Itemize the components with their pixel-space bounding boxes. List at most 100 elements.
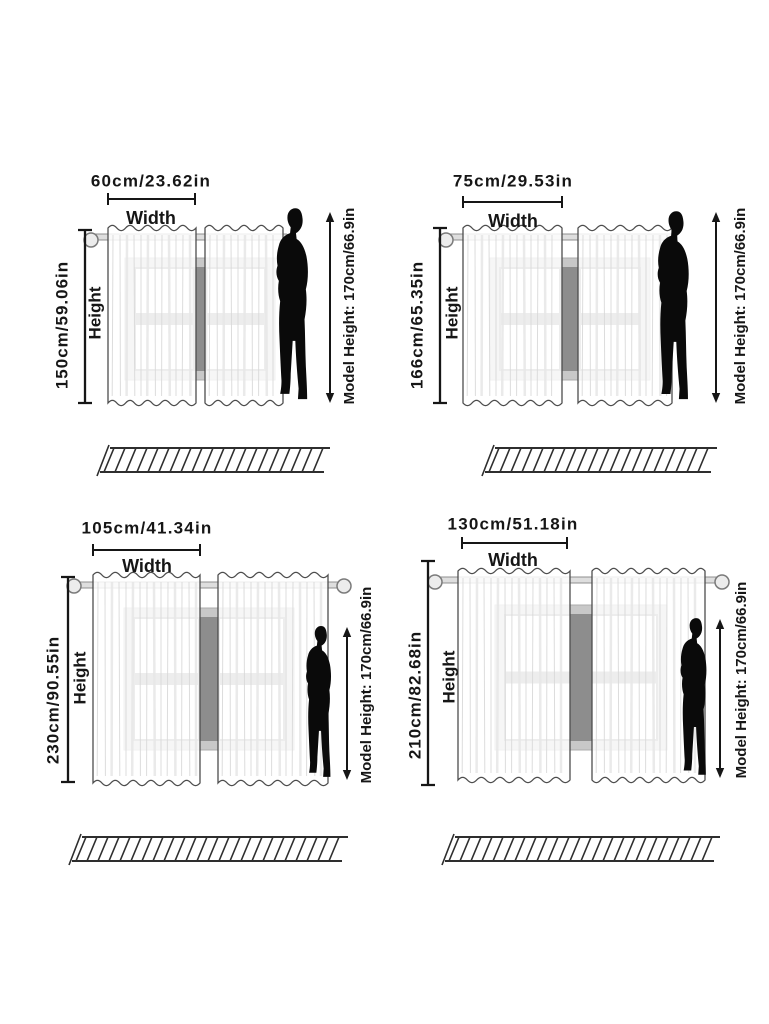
hatch-diagonal [624, 836, 636, 862]
width-value-label: 75cm/29.53in [453, 171, 573, 190]
hatch-diagonal [103, 447, 115, 473]
hatch-diagonal [675, 447, 687, 473]
curtain-fold-line [536, 234, 539, 397]
hatch-diagonal [510, 447, 522, 473]
curtain-fold-line [188, 581, 191, 777]
width-value-label: 130cm/51.18in [448, 514, 579, 533]
hatch-diagonal [301, 447, 313, 473]
hatch-diagonal [565, 447, 577, 473]
rod-finial-icon [714, 574, 730, 590]
curtain-size-illustration: 105cm/41.34in Width 230cm/90.55in Height Mod… [43, 518, 375, 866]
model-height-arrow [325, 212, 335, 403]
hatch-diagonal [514, 836, 526, 862]
arrow-head-up-icon [715, 619, 725, 629]
curtain-fabric [457, 567, 571, 784]
hatch-diagonal [196, 836, 208, 862]
hatch-diagonal [631, 447, 643, 473]
hatch-diagonal [609, 447, 621, 473]
hatch-diagonal [646, 836, 658, 862]
curtain-panel-right [204, 224, 284, 407]
hatch-diagonal [499, 447, 511, 473]
hatch-diagonal [295, 836, 307, 862]
model-height-label: Model Height: 170cm/66.9in [733, 582, 750, 779]
curtain-fold-line [208, 234, 211, 397]
height-caption-label: Height [439, 650, 458, 703]
arrow-head-up-icon [325, 212, 335, 222]
arrow-head-down-icon [715, 768, 725, 778]
hatch-diagonal [224, 447, 236, 473]
hatch-diagonal [75, 836, 87, 862]
hatch-diagonal [664, 447, 676, 473]
size-panel-105cm: 105cm/41.34in Width 230cm/90.55in Height Mod… [0, 495, 384, 880]
curtain-fold-line [603, 234, 606, 397]
curtain-fabric [591, 567, 706, 784]
curtain-fold-line [665, 577, 668, 774]
width-caption-label: Width [126, 208, 176, 228]
hatch-diagonal [481, 836, 493, 862]
height-caption-label: Height [85, 286, 104, 339]
hatch-diagonal [108, 836, 120, 862]
hatch-diagonal [679, 836, 691, 862]
hatch-diagonal [620, 447, 632, 473]
hatch-diagonal [602, 836, 614, 862]
hatch-diagonal [328, 836, 340, 862]
hatch-diagonal [290, 447, 302, 473]
arrow-head-up-icon [342, 627, 352, 637]
curtain-fold-line [495, 577, 500, 774]
curtain-panel-left [457, 567, 571, 784]
height-value-label: 230cm/90.55in [43, 636, 62, 764]
curtain-fold-line [615, 234, 620, 397]
ground-hatch [96, 444, 330, 477]
hatch-diagonal [686, 447, 698, 473]
curtain-panel-left [92, 571, 201, 787]
hatch-diagonal [257, 447, 269, 473]
curtain-fold-line [629, 577, 634, 774]
ground-hatch [441, 833, 720, 866]
hatch-diagonal [441, 833, 455, 866]
curtain-size-illustration: 130cm/51.18in Width 210cm/82.68in Height Mod… [405, 514, 750, 866]
curtain-fold-line [488, 234, 491, 397]
width-bracket [461, 537, 568, 549]
rod-finial-icon [336, 578, 352, 594]
hatch-diagonal [136, 447, 148, 473]
hatch-diagonal [701, 836, 713, 862]
hatch-diagonal [141, 836, 153, 862]
curtain-fold-line [96, 581, 99, 777]
hatch-diagonal [697, 447, 709, 473]
hatch-diagonal [119, 836, 131, 862]
hatch-diagonal [114, 447, 126, 473]
hatch-diagonal [262, 836, 274, 862]
hatch-diagonal [284, 836, 296, 862]
hatch-diagonal [547, 836, 559, 862]
curtain-fold-line [243, 581, 246, 777]
hatch-diagonal [558, 836, 570, 862]
model-height-label: Model Height: 170cm/66.9in [341, 208, 358, 405]
hatch-diagonal [470, 836, 482, 862]
person-silhouette [276, 208, 308, 400]
hatch-diagonal [86, 836, 98, 862]
hatch-diagonal [218, 836, 230, 862]
hatch-diagonal [653, 447, 665, 473]
hatch-diagonal [96, 444, 110, 477]
hatch-diagonal [503, 836, 515, 862]
hatch-diagonal [657, 836, 669, 862]
arrow-head-up-icon [711, 212, 721, 222]
hatch-diagonal [317, 836, 329, 862]
width-caption-label: Width [488, 550, 538, 570]
curtain-panel-right [577, 224, 673, 407]
hatch-diagonal [536, 836, 548, 862]
curtain-fold-line [581, 234, 584, 397]
hatch-diagonal [185, 836, 197, 862]
curtain-fabric [107, 224, 197, 407]
arrow-head-down-icon [711, 393, 721, 403]
curtain-fold-line [264, 234, 269, 397]
hatch-diagonal [690, 836, 702, 862]
curtain-fabric [462, 224, 563, 407]
size-panel-75cm: 75cm/29.53in Width 166cm/65.35in Height Mode… [385, 150, 769, 500]
height-value-label: 150cm/59.06in [52, 261, 71, 389]
hatch-diagonal [147, 447, 159, 473]
hatch-diagonal [580, 836, 592, 862]
curtain-fold-line [130, 581, 135, 777]
height-dimension-line [421, 559, 435, 787]
height-dimension-line [78, 228, 92, 405]
